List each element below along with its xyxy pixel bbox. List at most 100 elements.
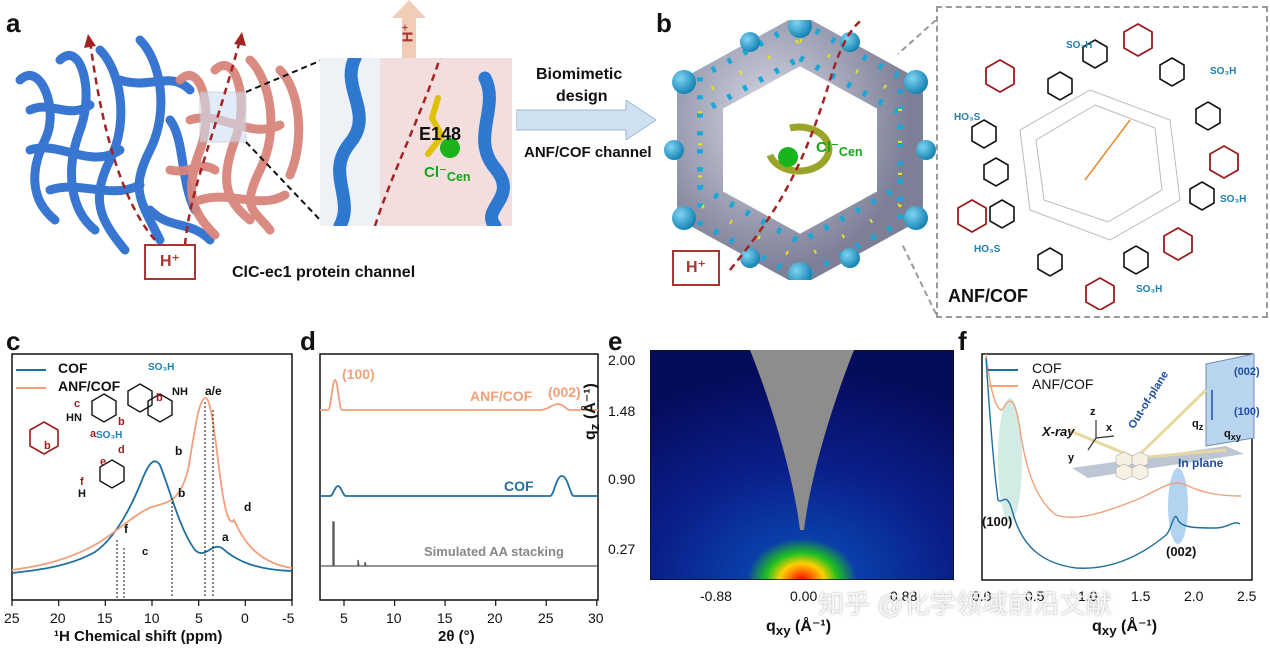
nmr-label-b1: b	[118, 416, 125, 428]
so3h-label-3: SO₃H	[1220, 194, 1247, 205]
protein-zoom-box	[199, 91, 247, 143]
f-xlabel-q: q	[1092, 618, 1102, 635]
f-inset-y: y	[1068, 452, 1075, 464]
f-inset-002: (002)	[1234, 366, 1260, 378]
giwaxs-beamstop	[750, 350, 854, 530]
f-xtick-4: 2.0	[1184, 588, 1204, 604]
peak-ae: a/e	[205, 384, 222, 398]
d-xtick-0: 5	[340, 610, 348, 626]
f-legend-cof: COF	[1032, 360, 1062, 376]
f-xtick-0: 0.0	[972, 588, 992, 604]
panel-f-letter: f	[958, 326, 967, 356]
c-xlabel: ¹H Chemical shift (ppm)	[54, 628, 223, 645]
f-legend-anf: ANF/COF	[1032, 376, 1094, 392]
gisaxs-linecut-chart	[981, 353, 1255, 581]
nmr-so3h-1: SO₃H	[148, 362, 175, 373]
nmr-label-e: e	[100, 456, 107, 468]
h-plus-box-b: H⁺	[672, 250, 720, 286]
f-inset-qz-q: q	[1192, 418, 1199, 430]
nmr-label-b2: b	[156, 392, 163, 404]
anf-cof-structure-label: ANF/COF	[948, 286, 1028, 306]
zoom-line-bottom	[245, 141, 323, 223]
f-inset-inplane: In plane	[1178, 456, 1224, 470]
arrowhead-a1	[84, 34, 96, 48]
nmr-label-h: H	[78, 488, 86, 500]
c-xtick-6: -5	[282, 610, 295, 626]
peak-100-d: (100)	[342, 366, 375, 382]
e-ylabel: qz (Å⁻¹)	[580, 383, 602, 440]
peak-f: f	[124, 522, 128, 536]
pxrd-frame	[319, 353, 599, 601]
arrow-text-3: ANF/COF channel	[524, 144, 652, 161]
trace-cof-label: COF	[504, 478, 534, 494]
nmr-peak-guides	[116, 402, 214, 598]
so3h-label-2: SO₃H	[1210, 66, 1237, 77]
e-ytick-0: 2.00	[608, 352, 636, 368]
c-xtick-2: 15	[97, 610, 113, 626]
h-plus-box-a: H⁺	[144, 244, 196, 280]
zoom-line-top	[245, 59, 323, 93]
cl-ion-sub-b: Cen	[838, 145, 863, 159]
d-xtick-2: 15	[437, 610, 453, 626]
f-inset-z: z	[1090, 406, 1096, 418]
f-anf-trace	[985, 353, 1242, 518]
f-cof-trace	[985, 357, 1241, 569]
trace-anf-label: ANF/COF	[470, 388, 533, 404]
f-inset-qz: qz	[1192, 418, 1203, 432]
pxrd-anf-trace	[320, 379, 598, 411]
trace-sim-label: Simulated AA stacking	[424, 544, 564, 559]
f-peak-100-highlight	[998, 398, 1022, 522]
nmr-so3h-2: SO₃H	[96, 430, 123, 441]
c-xtick-4: 5	[195, 610, 203, 626]
e-xlabel-sub: xy	[775, 623, 791, 639]
panel-b-letter: b	[656, 8, 672, 38]
e-xtick-2: 0.88	[890, 588, 918, 604]
panel-a-graphic	[15, 32, 323, 262]
nmr-label-c: c	[74, 398, 81, 410]
e-ytick-1: 1.48	[608, 403, 636, 419]
d-xtick-4: 25	[538, 610, 554, 626]
cl-cen-label-b: Cl⁻Cen	[816, 138, 863, 159]
cl-ion-text-a: Cl⁻	[424, 164, 447, 181]
e-ytick-2: 0.90	[608, 471, 636, 487]
peak-b2: b	[178, 486, 186, 500]
anf-chain	[1084, 119, 1131, 181]
f-xtick-2: 1.0	[1078, 588, 1098, 604]
c-xtick-5: 0	[241, 610, 249, 626]
structure-callout-lines	[897, 20, 937, 315]
e-ylabel-q: q	[582, 430, 599, 440]
f-inset-100: (100)	[1234, 406, 1260, 418]
nmr-label-f: f	[80, 476, 84, 488]
panel-a-zoom-inset	[320, 58, 512, 226]
nmr-anf-curve	[11, 397, 293, 571]
d-xtick-3: 20	[487, 610, 503, 626]
e-xlabel-unit: (Å⁻¹)	[790, 618, 832, 635]
d-xlabel: 2θ (°)	[438, 628, 475, 645]
structure-inner-lattice	[1019, 89, 1181, 241]
structure-red-rings	[957, 22, 1239, 310]
peak-c: c	[142, 546, 149, 558]
f-inset-diagram	[1067, 353, 1255, 481]
biomimetic-arrow	[516, 100, 656, 140]
c-xtick-3: 10	[144, 610, 160, 626]
residue-label: E148	[419, 124, 462, 144]
ho3s-label-1: HO₃S	[954, 112, 981, 123]
f-inset-xray: X-ray	[1042, 424, 1075, 439]
f-xtick-3: 1.5	[1131, 588, 1151, 604]
anf-cof-chemical-structure	[957, 22, 1239, 310]
protein-blue-ribbons	[15, 35, 215, 255]
panel-d-letter: d	[300, 326, 316, 356]
nmr-structure-sketch	[91, 383, 173, 489]
nmr-hn: HN	[66, 412, 82, 424]
e-xlabel: qxy (Å⁻¹)	[766, 616, 831, 638]
nmr-label-d: d	[118, 444, 125, 456]
c-xtick-0: 25	[4, 610, 20, 626]
arrowhead-a2	[234, 32, 246, 46]
e-xtick-0: -0.88	[700, 588, 732, 604]
legend-cof-label: COF	[58, 360, 88, 376]
ho3s-label-2: HO₃S	[974, 244, 1001, 255]
h-plus-vertical-label: H⁺	[399, 23, 417, 43]
peak-b1: b	[175, 444, 183, 458]
nmr-red-ring	[29, 421, 59, 455]
f-inset-qxy-sub: xy	[1230, 432, 1241, 443]
